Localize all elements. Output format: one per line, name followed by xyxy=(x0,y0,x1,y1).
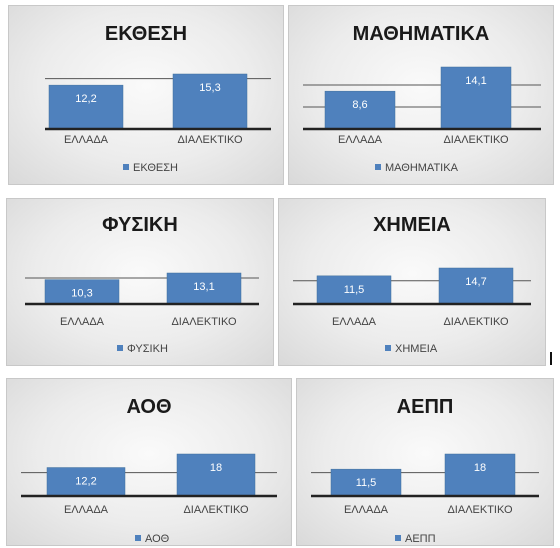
chart-panel-aoth: ΑΟΘ 12,2 ΕΛΛΑΔΑ 18 ΔΙΑΛΕΚΤΙΚΟ ΑΟΘ xyxy=(6,378,292,546)
chart-title: ΕΚΘΕΣΗ xyxy=(105,23,187,45)
chart-svg: ΦΥΣΙΚΗ 10,3 ΕΛΛΑΔΑ 13,1 ΔΙΑΛΕΚΤΙΚΟ ΦΥΣΙΚΗ xyxy=(25,214,259,355)
chart-panel-aepp: ΑΕΠΠ 11,5 ΕΛΛΑΔΑ 18 ΔΙΑΛΕΚΤΙΚΟ ΑΕΠΠ xyxy=(296,378,554,546)
bar xyxy=(330,468,402,497)
category-label: ΔΙΑΛΕΚΤΙΚΟ xyxy=(447,504,513,516)
chart-panel-ekthesi: ΕΚΘΕΣΗ 12,2 ΕΛΛΑΔΑ 15,3 ΔΙΑΛΕΚΤΙΚΟ ΕΚΘΕΣΗ xyxy=(8,5,284,185)
legend-swatch xyxy=(375,164,381,170)
legend-label: ΦΥΣΙΚΗ xyxy=(127,343,168,355)
chart-svg: ΕΚΘΕΣΗ 12,2 ΕΛΛΑΔΑ 15,3 ΔΙΑΛΕΚΤΙΚΟ ΕΚΘΕΣΗ xyxy=(45,23,271,174)
data-label: 8,6 xyxy=(352,99,367,111)
legend-swatch xyxy=(117,345,123,351)
category-label: ΕΛΛΑΔΑ xyxy=(338,134,383,146)
bar xyxy=(444,453,516,497)
bar xyxy=(44,279,120,305)
bar xyxy=(176,453,256,497)
data-label: 11,5 xyxy=(356,477,377,489)
data-label: 13,1 xyxy=(193,281,214,293)
chart-svg: ΑΟΘ 12,2 ΕΛΛΑΔΑ 18 ΔΙΑΛΕΚΤΙΚΟ ΑΟΘ xyxy=(21,396,277,545)
category-label: ΕΛΛΑΔΑ xyxy=(332,316,377,328)
chart-title: ΧΗΜΕΙΑ xyxy=(373,214,451,236)
bar xyxy=(316,275,392,305)
category-label: ΔΙΑΛΕΚΤΙΚΟ xyxy=(171,316,237,328)
chart-svg: ΜΑΘΗΜΑΤΙΚΑ 8,6 ΕΛΛΑΔΑ 14,1 ΔΙΑΛΕΚΤΙΚΟ ΜΑΘΗΜΑΤ… xyxy=(303,23,541,174)
category-label: ΕΛΛΑΔΑ xyxy=(64,134,109,146)
data-label: 12,2 xyxy=(75,476,96,488)
legend-label: ΧΗΜΕΙΑ xyxy=(395,343,438,355)
legend-label: ΑΕΠΠ xyxy=(405,533,436,545)
chart-panel-ximeia: ΧΗΜΕΙΑ 11,5 ΕΛΛΑΔΑ 14,7 ΔΙΑΛΕΚΤΙΚΟ ΧΗΜΕΙΑ xyxy=(278,198,546,366)
data-label: 11,5 xyxy=(344,284,365,296)
bar xyxy=(48,84,124,130)
data-label: 14,7 xyxy=(465,276,486,288)
data-label: 14,1 xyxy=(465,75,486,87)
chart-title: ΜΑΘΗΜΑΤΙΚΑ xyxy=(353,23,490,45)
chart-panel-fysiki: ΦΥΣΙΚΗ 10,3 ΕΛΛΑΔΑ 13,1 ΔΙΑΛΕΚΤΙΚΟ ΦΥΣΙΚΗ xyxy=(6,198,274,366)
legend-label: ΑΟΘ xyxy=(145,533,170,545)
data-label: 15,3 xyxy=(199,82,220,94)
chart-panel-mathimatika: ΜΑΘΗΜΑΤΙΚΑ 8,6 ΕΛΛΑΔΑ 14,1 ΔΙΑΛΕΚΤΙΚΟ ΜΑΘΗΜΑΤ… xyxy=(288,5,554,185)
category-label: ΔΙΑΛΕΚΤΙΚΟ xyxy=(183,504,249,516)
bar xyxy=(438,267,514,305)
bar xyxy=(166,272,242,305)
data-label: 18 xyxy=(474,462,486,474)
stray-mark xyxy=(550,352,552,365)
legend-swatch xyxy=(395,535,401,541)
legend-swatch xyxy=(135,535,141,541)
chart-title: ΦΥΣΙΚΗ xyxy=(102,214,178,236)
category-label: ΔΙΑΛΕΚΤΙΚΟ xyxy=(443,316,509,328)
chart-svg: ΑΕΠΠ 11,5 ΕΛΛΑΔΑ 18 ΔΙΑΛΕΚΤΙΚΟ ΑΕΠΠ xyxy=(311,396,539,545)
bar xyxy=(440,66,512,130)
legend-swatch xyxy=(123,164,129,170)
legend-label: ΜΑΘΗΜΑΤΙΚΑ xyxy=(385,162,459,174)
chart-title: ΑΟΘ xyxy=(126,396,171,418)
bar xyxy=(46,467,126,497)
legend-swatch xyxy=(385,345,391,351)
category-label: ΕΛΛΑΔΑ xyxy=(60,316,105,328)
category-label: ΔΙΑΛΕΚΤΙΚΟ xyxy=(177,134,243,146)
data-label: 10,3 xyxy=(71,288,92,300)
chart-title: ΑΕΠΠ xyxy=(397,396,454,418)
category-label: ΕΛΛΑΔΑ xyxy=(344,504,389,516)
category-label: ΔΙΑΛΕΚΤΙΚΟ xyxy=(443,134,509,146)
legend-label: ΕΚΘΕΣΗ xyxy=(133,162,178,174)
category-label: ΕΛΛΑΔΑ xyxy=(64,504,109,516)
data-label: 12,2 xyxy=(75,93,96,105)
chart-svg: ΧΗΜΕΙΑ 11,5 ΕΛΛΑΔΑ 14,7 ΔΙΑΛΕΚΤΙΚΟ ΧΗΜΕΙΑ xyxy=(293,214,531,355)
data-label: 18 xyxy=(210,462,222,474)
